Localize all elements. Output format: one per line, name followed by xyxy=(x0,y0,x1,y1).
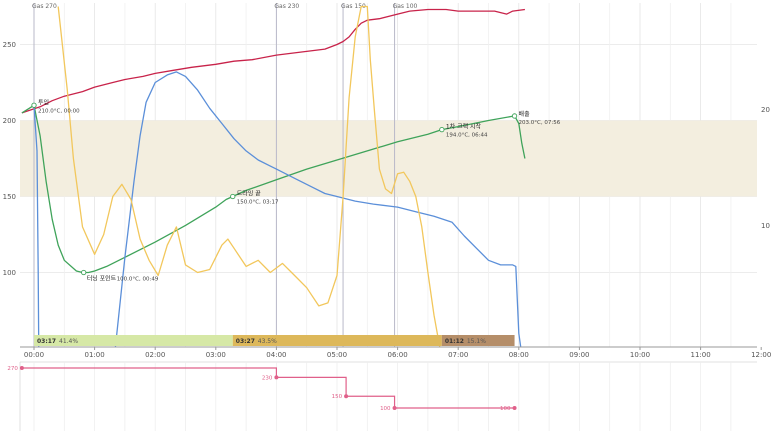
y-tick-label: 150 xyxy=(3,193,16,201)
chart-axes: 00:00 01:00 02:00 03:00 04:00 05:00 06:00 07:00… xyxy=(3,41,772,359)
x-tick-label: 03:00 xyxy=(206,351,226,359)
y-tick-label: 200 xyxy=(3,117,16,125)
x-tick-label: 11:00 xyxy=(691,351,711,359)
gas-marker-label: Gas 150 xyxy=(341,3,366,10)
gas-step-label: 100 xyxy=(380,406,391,412)
phase-bar: 03:17 41.4% 03:27 43.5% 01:12 15.1% xyxy=(34,335,515,346)
annotation-value: 210.0°C, 00:00 xyxy=(38,108,80,114)
x-tick-label: 09:00 xyxy=(569,351,589,359)
annotation-name: 1차 크랙 시작 xyxy=(446,123,482,131)
series-yellow-line xyxy=(57,5,441,347)
annotation-value: 203.0°C, 07:56 xyxy=(519,120,561,126)
y-tick-label: 250 xyxy=(3,41,16,49)
annotation-value: 100.0°C, 00:49 xyxy=(117,277,159,283)
phase-percent: 15.1% xyxy=(467,338,486,345)
y2-tick-label: 10 xyxy=(761,222,770,230)
x-tick-label: 12:00 xyxy=(751,351,771,359)
x-tick-label: 00:00 xyxy=(24,351,44,359)
gas-marker-lines: Gas 270 Gas 230 Gas 150 Gas 100 xyxy=(32,3,418,347)
x-tick-label: 06:00 xyxy=(388,351,408,359)
y-tick-label: 100 xyxy=(3,269,16,277)
gas-marker-label: Gas 100 xyxy=(393,3,418,10)
target-band xyxy=(20,120,757,197)
x-tick-label: 05:00 xyxy=(327,351,347,359)
annotation-marker xyxy=(81,269,87,276)
phase-duration: 01:12 xyxy=(445,338,464,345)
event-annotations: 투입 210.0°C, 00:00 터닝 포인트 100.0°C, 00:49 드라잉 … xyxy=(31,98,561,283)
gas-marker-label: Gas 230 xyxy=(274,3,299,10)
series-red-line xyxy=(21,8,525,114)
series-green-line xyxy=(21,104,526,274)
phase-segment xyxy=(232,335,442,346)
series-blue-line xyxy=(33,71,522,347)
phase-segment xyxy=(34,335,233,346)
annotation-marker xyxy=(230,193,236,200)
annotation-value: 194.0°C, 06:44 xyxy=(446,133,488,139)
annotation-marker xyxy=(439,126,445,133)
annotation-marker xyxy=(511,113,518,119)
gas-step-label: 100 xyxy=(500,406,511,412)
annotation-name: 드라잉 끝 xyxy=(237,190,261,198)
phase-percent: 41.4% xyxy=(59,338,78,345)
annotation-name: 터닝 포인트 xyxy=(87,275,117,283)
annotation-name: 투입 xyxy=(38,98,49,106)
gas-marker-label: Gas 270 xyxy=(32,3,57,10)
phase-percent: 43.5% xyxy=(258,338,277,345)
gas-step-label: 270 xyxy=(7,366,18,372)
gas-step-label: 230 xyxy=(262,375,273,381)
phase-duration: 03:27 xyxy=(236,338,255,345)
x-tick-label: 08:00 xyxy=(509,351,529,359)
gas-step-line xyxy=(21,367,515,409)
gas-step-point xyxy=(19,366,24,370)
y2-tick-label: 20 xyxy=(761,106,770,114)
gas-step-point xyxy=(512,406,517,410)
phase-segment xyxy=(441,335,515,346)
x-tick-label: 10:00 xyxy=(630,351,650,359)
gas-step-point xyxy=(344,394,349,399)
chart-series xyxy=(21,5,526,347)
phase-duration: 03:17 xyxy=(37,338,56,345)
gas-step-point xyxy=(392,406,397,410)
x-tick-label: 07:00 xyxy=(448,351,468,359)
target-band-rect xyxy=(20,120,757,197)
gas-step-label: 150 xyxy=(332,394,343,400)
x-tick-label: 04:00 xyxy=(266,351,286,359)
x-tick-label: 01:00 xyxy=(85,351,105,359)
x-tick-label: 02:00 xyxy=(145,351,165,359)
annotation-value: 150.0°C, 03:17 xyxy=(237,200,279,206)
gas-step-point xyxy=(274,375,279,380)
annotation-marker xyxy=(31,102,37,108)
gas-panel: 270 230 150 100 100 xyxy=(7,361,757,431)
annotation-name: 배출 xyxy=(519,110,531,118)
